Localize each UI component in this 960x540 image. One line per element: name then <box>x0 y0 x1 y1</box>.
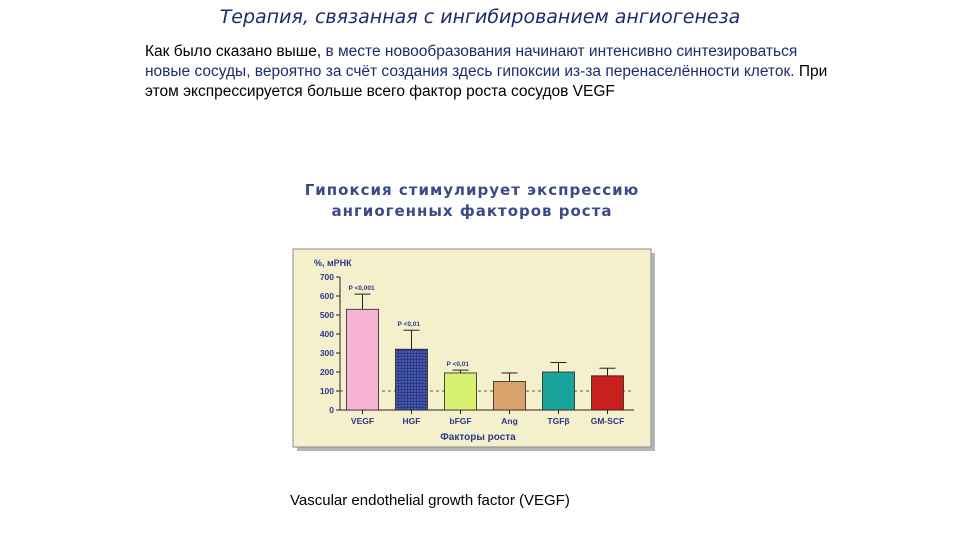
y-tick-label: 600 <box>320 291 334 301</box>
bar-gm-scf <box>591 375 624 411</box>
chart-title-line-1: Гипоксия стимулирует экспрессию <box>304 181 640 199</box>
bar-ang <box>493 381 526 411</box>
y-tick-label: 100 <box>320 386 334 396</box>
y-tick-label: 400 <box>320 329 334 339</box>
y-tick-label: 300 <box>320 348 334 358</box>
bar-vegf <box>346 308 379 411</box>
intro-text-1: Как было сказано выше, <box>145 43 326 60</box>
x-tick-label: GM-SCF <box>591 416 625 426</box>
intro-text-2: в месте новообразования начинают интенси… <box>145 43 798 80</box>
chart-title-line-2: ангиогенных факторов роста <box>331 202 613 220</box>
bar-bfgf <box>444 372 477 411</box>
x-tick-label: bFGF <box>449 416 471 426</box>
intro-paragraph: Как было сказано выше, в месте новообраз… <box>145 42 845 102</box>
intro-text-3: При этом экспрессируется больше всего фа… <box>145 63 828 100</box>
y-tick-label: 200 <box>320 367 334 377</box>
slide-title: Терапия, связанная с ингибированием анги… <box>219 6 741 28</box>
y-axis-label: %, мРНК <box>314 258 352 268</box>
x-tick-label: VEGF <box>351 416 374 426</box>
chart-title: Гипоксия стимулирует экспрессию ангиоген… <box>262 180 682 222</box>
y-tick-label: 0 <box>329 405 334 415</box>
x-tick-label: HGF <box>403 416 421 426</box>
figure-caption: Vascular endothelial growth factor (VEGF… <box>290 492 570 509</box>
y-tick-label: 500 <box>320 310 334 320</box>
y-tick-label: 700 <box>320 272 334 282</box>
significance-label: P <0,01 <box>398 321 421 328</box>
x-tick-label: Ang <box>501 416 518 426</box>
bar-hgf <box>395 348 428 411</box>
x-axis-label: Факторы роста <box>440 432 516 443</box>
significance-label: P <0,01 <box>447 361 470 368</box>
significance-label: P <0,001 <box>349 285 375 292</box>
bar-tgf- <box>542 371 575 411</box>
x-tick-label: TGFβ <box>547 416 569 426</box>
